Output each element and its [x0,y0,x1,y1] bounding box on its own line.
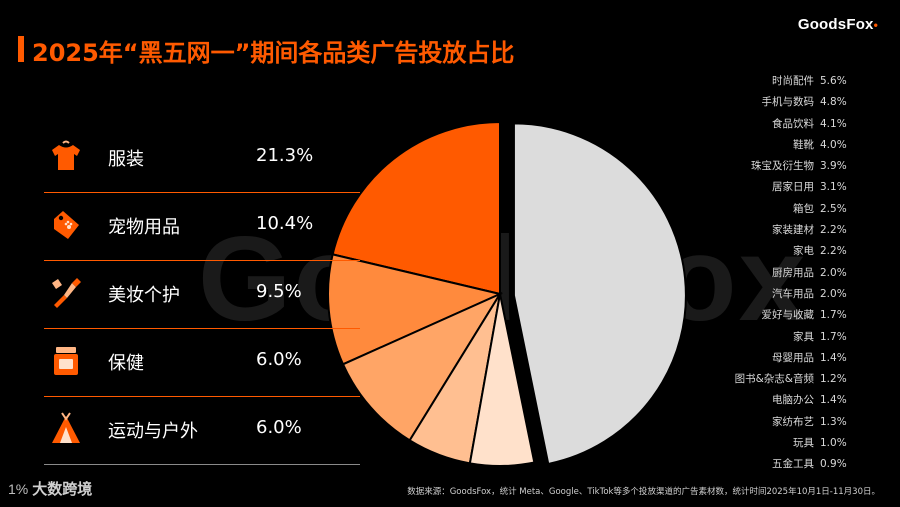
other-category-row: 食品饮料 4.1% [634,114,847,135]
top-category-name: 服装 [108,149,144,170]
other-category-row: 居家日用 3.1% [634,177,847,198]
other-category-value: 1.4% [820,394,847,407]
other-category-name: 电脑办公 [772,394,814,407]
other-category-name: 家电 [793,245,814,258]
other-category-name: 食品饮料 [772,117,814,130]
other-category-value: 1.7% [820,330,847,343]
pet-tag-icon [54,211,79,239]
brand-logo: GoodsFox• [797,16,878,33]
top-category-value: 6.0% [256,349,302,370]
publisher-mark: 1% [8,481,29,497]
chart-title: 2025年“黑五网一”期间各品类广告投放占比 [32,39,515,67]
other-category-row: 鞋靴 4.0% [634,135,847,156]
pie-slice [327,253,504,366]
other-category-value: 4.1% [820,117,847,130]
title-accent-bar [18,36,24,62]
other-category-value: 0.9% [820,458,847,471]
top-category-row: 服装 21.3% [44,125,360,193]
other-category-row: 电脑办公 1.4% [634,390,847,411]
other-category-value: 4.0% [820,138,847,151]
other-category-row: 珠宝及衍生物 3.9% [634,156,847,177]
top-category-row: 保健 6.0% [44,329,360,397]
top-category-name: 保健 [108,353,144,374]
tent-icon [52,412,80,443]
pie-slice [468,293,536,467]
other-category-value: 1.2% [820,373,847,386]
other-category-value: 3.1% [820,181,847,194]
other-category-value: 1.7% [820,309,847,322]
other-category-row: 母婴用品 1.4% [634,348,847,369]
other-category-name: 时尚配件 [772,75,814,87]
other-category-row: 时尚配件 5.6% [634,71,847,92]
brand-dot: • [873,18,878,32]
other-category-name: 图书&杂志&音频 [734,373,814,386]
other-category-row: 爱好与收藏 1.7% [634,305,847,326]
supplement-jar-icon [54,347,78,375]
other-category-value: 1.4% [820,351,847,364]
other-category-name: 爱好与收藏 [761,309,815,322]
other-category-value: 2.2% [820,224,847,237]
other-category-name: 厨房用品 [772,266,814,279]
other-category-row: 五金工具 0.9% [634,454,847,475]
tshirt-icon [52,140,80,170]
other-category-value: 3.9% [820,160,847,173]
publisher-name: 大数跨境 [32,480,93,498]
other-category-name: 五金工具 [772,458,814,471]
top-category-value: 9.5% [256,281,302,302]
other-category-row: 家纺布艺 1.3% [634,412,847,433]
top-category-value: 21.3% [256,145,314,166]
top-category-value: 6.0% [256,417,302,438]
publisher-logo: 1% 大数跨境 [8,478,92,499]
other-category-row: 汽车用品 2.0% [634,284,847,305]
other-category-value: 2.0% [820,287,847,300]
makeup-brush-icon [52,278,81,308]
pie-slice [512,122,687,466]
other-category-name: 家具 [793,330,814,343]
other-category-value: 2.2% [820,245,847,258]
other-category-row: 家具 1.7% [634,327,847,348]
other-category-value: 1.3% [820,415,847,428]
other-category-value: 4.8% [820,96,847,109]
other-category-list: 时尚配件 5.6% 手机与数码 4.8% 食品饮料 4.1% 鞋靴 4.0% 珠宝及衍生物 3.9… [634,71,847,476]
top-category-row: 美妆个护 9.5% [44,261,360,329]
top-category-value: 10.4% [256,213,314,234]
top-category-name: 宠物用品 [108,217,180,238]
top-category-name: 运动与户外 [108,421,198,442]
other-category-name: 家纺布艺 [772,415,814,428]
other-category-value: 5.6% [820,75,847,87]
pie-slice [331,120,501,296]
other-category-row: 手机与数码 4.8% [634,92,847,113]
top-category-row: 运动与户外 6.0% [44,397,360,465]
other-category-name: 居家日用 [772,181,814,194]
data-source-note: 数据来源：GoodsFox，统计 Meta、Google、TikTok等多个投放… [407,487,880,497]
other-category-name: 珠宝及衍生物 [751,160,814,173]
other-category-name: 箱包 [793,202,814,215]
other-category-name: 家装建材 [772,224,814,237]
top-category-row: 宠物用品 10.4% [44,193,360,261]
other-category-name: 鞋靴 [793,138,814,151]
other-category-name: 玩具 [793,437,814,450]
pie-slice [341,291,503,442]
other-category-row: 箱包 2.5% [634,199,847,220]
other-category-row: 厨房用品 2.0% [634,263,847,284]
top-category-name: 美妆个护 [108,285,180,306]
other-category-value: 2.0% [820,266,847,279]
other-category-value: 1.0% [820,437,847,450]
other-category-row: 家电 2.2% [634,241,847,262]
other-category-row: 家装建材 2.2% [634,220,847,241]
top-category-list: 服装 21.3% 宠物用品 10.4% 美妆个护 9.5% 保健 [44,125,360,465]
other-category-row: 玩具 1.0% [634,433,847,454]
other-category-name: 手机与数码 [761,96,815,109]
other-category-row: 图书&杂志&音频 1.2% [634,369,847,390]
other-category-value: 2.5% [820,202,847,215]
other-category-name: 母婴用品 [772,351,814,364]
other-category-name: 汽车用品 [772,287,814,300]
